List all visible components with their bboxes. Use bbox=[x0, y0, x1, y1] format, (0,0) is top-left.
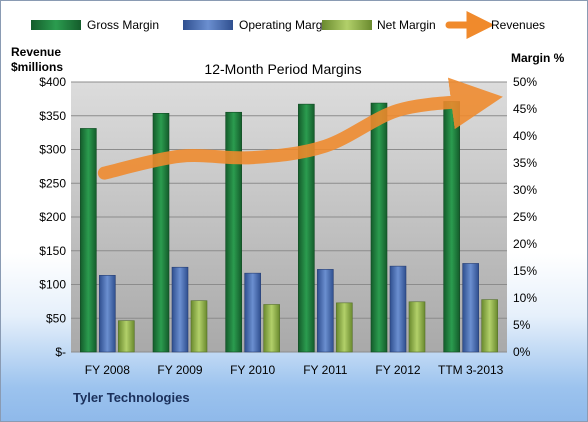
left-tick-label: $- bbox=[55, 345, 66, 359]
right-tick-label: 40% bbox=[513, 129, 537, 143]
bar-net-margin-fy-2011 bbox=[336, 302, 353, 353]
legend-label-net-margin: Net Margin bbox=[377, 18, 436, 32]
bar-operating-margin-fy-2011 bbox=[317, 269, 334, 353]
bar-gross-margin-fy-2010 bbox=[225, 111, 242, 353]
bar-net-margin-ttm-3-2013 bbox=[481, 299, 498, 353]
bar-operating-margin-fy-2012 bbox=[389, 265, 407, 353]
bar-gross-margin-fy-2012 bbox=[370, 102, 388, 353]
footer-company: Tyler Technologies bbox=[73, 390, 190, 405]
left-tick-label: $300 bbox=[39, 143, 66, 157]
bar-operating-margin-ttm-3-2013 bbox=[462, 263, 479, 353]
bar-gross-margin-fy-2008 bbox=[80, 128, 97, 353]
bar-gross-margin-fy-2009 bbox=[152, 113, 170, 353]
legend-swatch-net-margin bbox=[322, 20, 372, 30]
right-tick-label: 25% bbox=[513, 210, 537, 224]
x-tick-label: FY 2012 bbox=[375, 363, 420, 377]
chart-title: 12-Month Period Margins bbox=[204, 61, 361, 77]
right-tick-label: 10% bbox=[513, 291, 537, 305]
right-axis-title: Margin % bbox=[511, 51, 565, 65]
left-tick-label: $400 bbox=[39, 75, 66, 89]
bar-net-margin-fy-2010 bbox=[263, 304, 280, 353]
x-tick-label: FY 2010 bbox=[230, 363, 275, 377]
x-tick-label: FY 2008 bbox=[85, 363, 130, 377]
bar-operating-margin-fy-2008 bbox=[99, 275, 116, 353]
left-tick-label: $350 bbox=[39, 109, 66, 123]
right-tick-label: 30% bbox=[513, 183, 537, 197]
bar-net-margin-fy-2008 bbox=[118, 320, 135, 353]
bar-net-margin-fy-2012 bbox=[408, 301, 426, 353]
right-tick-label: 45% bbox=[513, 102, 537, 116]
right-tick-label: 0% bbox=[513, 345, 531, 359]
legend: Gross Margin Operating Margin Net Margin… bbox=[31, 11, 545, 39]
left-tick-label: $100 bbox=[39, 278, 66, 292]
right-tick-label: 50% bbox=[513, 75, 537, 89]
legend-item-gross-margin: Gross Margin bbox=[31, 18, 159, 32]
left-tick-label: $50 bbox=[46, 311, 66, 325]
legend-label-gross-margin: Gross Margin bbox=[87, 18, 159, 32]
legend-label-revenues: Revenues bbox=[491, 18, 545, 32]
right-tick-label: 5% bbox=[513, 318, 531, 332]
x-tick-label: FY 2011 bbox=[303, 363, 348, 377]
legend-swatch-operating-margin bbox=[183, 20, 233, 30]
x-tick-label: FY 2009 bbox=[157, 363, 202, 377]
x-tick-label: TTM 3-2013 bbox=[438, 363, 504, 377]
bar-gross-margin-fy-2011 bbox=[298, 103, 315, 353]
bar-net-margin-fy-2009 bbox=[190, 300, 208, 353]
bar-operating-margin-fy-2010 bbox=[244, 272, 261, 353]
right-tick-label: 15% bbox=[513, 264, 537, 278]
left-axis-title-line1: Revenue bbox=[11, 45, 61, 59]
legend-item-operating-margin: Operating Margin bbox=[183, 18, 332, 32]
left-tick-label: $200 bbox=[39, 210, 66, 224]
legend-label-operating-margin: Operating Margin bbox=[239, 18, 332, 32]
legend-swatch-gross-margin bbox=[31, 20, 81, 30]
legend-item-revenues: Revenues bbox=[445, 11, 545, 39]
bar-gross-margin-ttm-3-2013 bbox=[443, 101, 460, 353]
left-tick-label: $250 bbox=[39, 176, 66, 190]
revenues-line bbox=[97, 77, 503, 180]
right-tick-label: 35% bbox=[513, 156, 537, 170]
left-tick-label: $150 bbox=[39, 244, 66, 258]
legend-item-net-margin: Net Margin bbox=[322, 18, 436, 32]
left-axis-title-line2: $millions bbox=[11, 60, 63, 74]
right-tick-label: 20% bbox=[513, 237, 537, 251]
bar-operating-margin-fy-2009 bbox=[171, 266, 189, 353]
